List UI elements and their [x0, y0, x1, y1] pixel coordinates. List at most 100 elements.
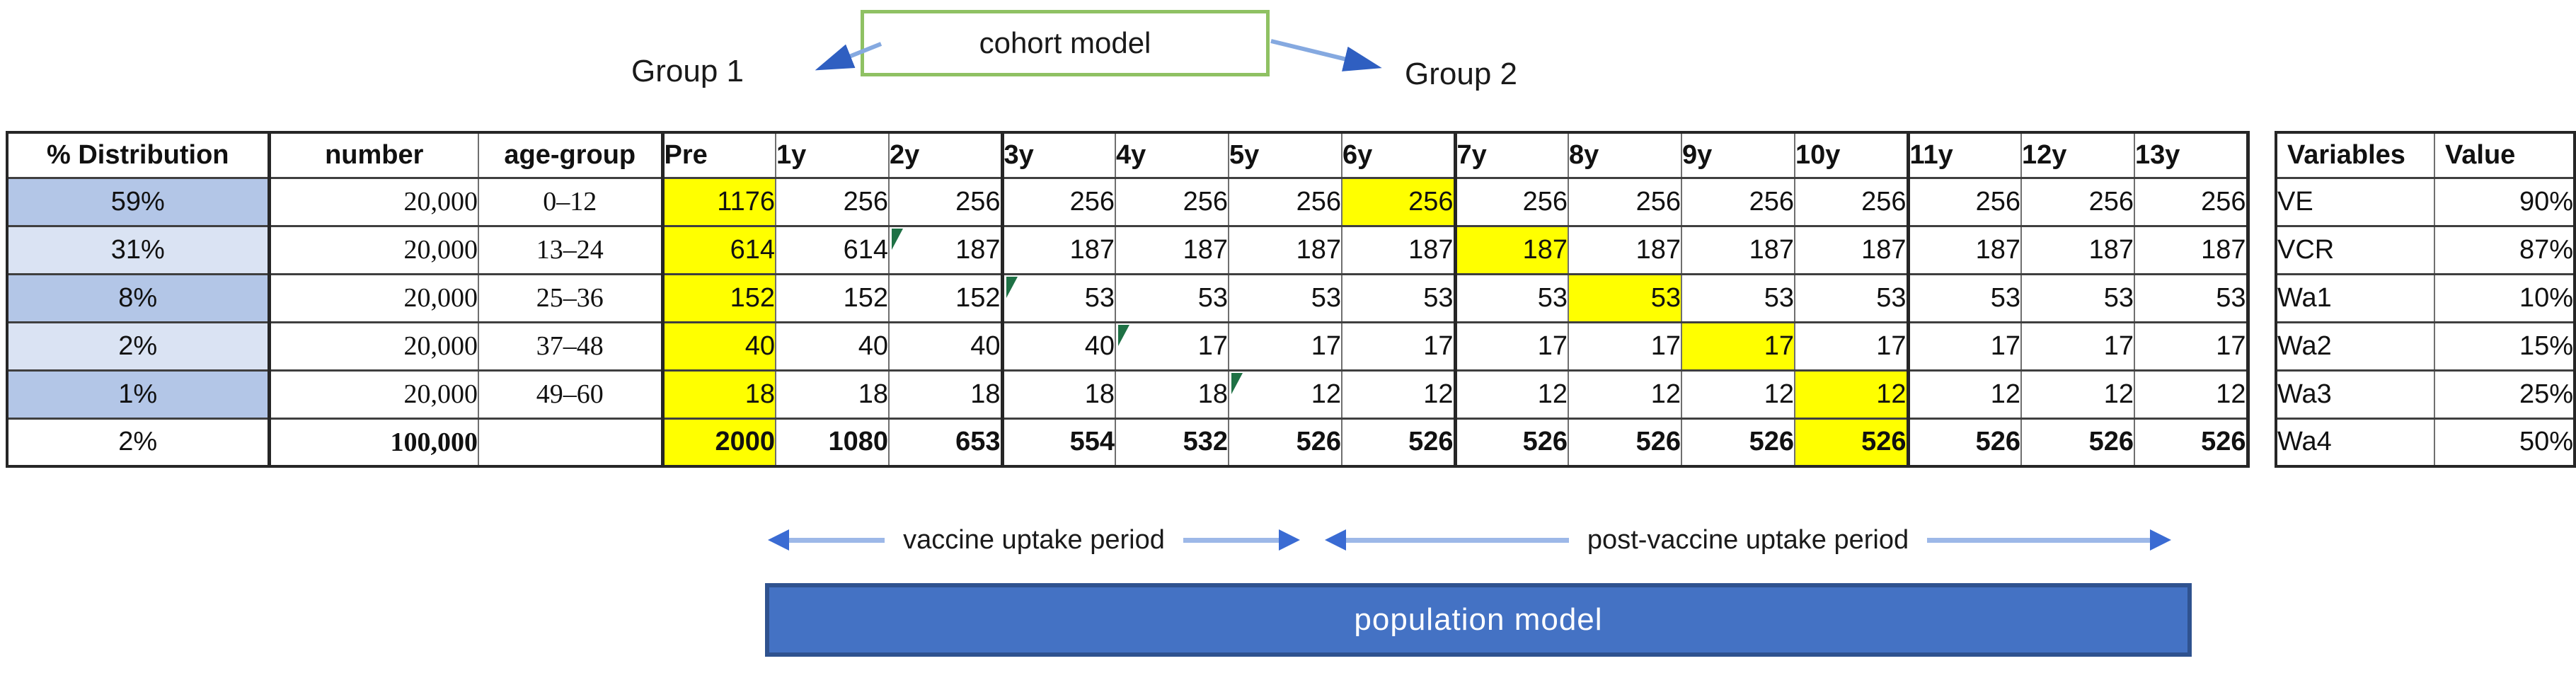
- variable-row: VCR 87%: [2275, 224, 2575, 275]
- population-model-bar: population model: [765, 583, 2192, 657]
- variables-table: Variables Value VE 90% VCR 87% Wa1 10% Wa2 15% Wa…: [2275, 131, 2576, 468]
- cell-value-11y: 526: [1907, 417, 2022, 468]
- cell-value-2y: 152: [888, 272, 1004, 323]
- cell-distribution: 31%: [6, 224, 271, 275]
- cell-value-1y: 1080: [775, 417, 890, 468]
- cell-value-11y: 256: [1907, 176, 2022, 227]
- arrow-right-icon: [2150, 529, 2172, 551]
- variable-row: Wa3 25%: [2275, 369, 2575, 420]
- variable-name: Wa4: [2275, 417, 2435, 468]
- cell-value-5y: 17: [1228, 321, 1342, 372]
- cell-value-2y: 653: [888, 417, 1004, 468]
- variable-value: 10%: [2434, 272, 2575, 323]
- population-model-label: population model: [1354, 602, 1603, 637]
- cell-value-pre: 40: [662, 321, 776, 372]
- cell-value-2y: 18: [888, 369, 1004, 420]
- col-header-pre: Pre: [662, 131, 776, 179]
- cell-value-8y: 256: [1568, 176, 1682, 227]
- cell-number: 20,000: [268, 369, 479, 420]
- cell-value-11y: 187: [1907, 224, 2022, 275]
- cell-distribution: 2%: [6, 321, 271, 372]
- cell-age-group: 13–24: [478, 224, 665, 275]
- cell-value-7y: 17: [1454, 321, 1569, 372]
- cell-value-7y: 256: [1454, 176, 1569, 227]
- cell-value-9y: 12: [1681, 369, 1795, 420]
- cell-value-11y: 17: [1907, 321, 2022, 372]
- cell-value-3y: 53: [1001, 272, 1116, 323]
- cell-value-9y: 187: [1681, 224, 1795, 275]
- cell-value-pre: 18: [662, 369, 776, 420]
- cell-value-12y: 17: [2020, 321, 2135, 372]
- cell-value-7y: 53: [1454, 272, 1569, 323]
- cell-value-1y: 614: [775, 224, 890, 275]
- cell-value-13y: 17: [2134, 321, 2250, 372]
- cell-value-3y: 40: [1001, 321, 1116, 372]
- cell-value-12y: 256: [2020, 176, 2135, 227]
- cell-value-12y: 187: [2020, 224, 2135, 275]
- group-2-label: Group 2: [1405, 57, 1517, 91]
- cell-value-13y: 53: [2134, 272, 2250, 323]
- col-header-11y: 11y: [1907, 131, 2022, 179]
- cell-value-5y: 53: [1228, 272, 1342, 323]
- cell-value-9y: 256: [1681, 176, 1795, 227]
- variable-value: 15%: [2434, 321, 2575, 372]
- cell-value-2y: 187: [888, 224, 1004, 275]
- cell-value-6y: 12: [1341, 369, 1457, 420]
- arrow-line: [1927, 537, 2151, 543]
- cell-value-6y: 256: [1341, 176, 1457, 227]
- cell-value-3y: 256: [1001, 176, 1116, 227]
- cell-value-4y: 17: [1115, 321, 1229, 372]
- cohort-model-label: cohort model: [979, 26, 1151, 59]
- cell-value-10y: 526: [1794, 417, 1910, 468]
- cell-value-1y: 152: [775, 272, 890, 323]
- arrow-to-group2: [1270, 39, 1382, 71]
- col-header-1y: 1y: [775, 131, 890, 179]
- cell-value-1y: 18: [775, 369, 890, 420]
- cohort-table: % Distribution number age-group Pre 1y 2y 3y 4y…: [6, 131, 2250, 468]
- variable-name: VCR: [2275, 224, 2435, 275]
- cell-age-group: 25–36: [478, 272, 665, 323]
- variable-name: Wa1: [2275, 272, 2435, 323]
- cell-value-7y: 526: [1454, 417, 1569, 468]
- variable-row: VE 90%: [2275, 176, 2575, 227]
- col-header-value: Value: [2434, 131, 2575, 179]
- cell-value-3y: 554: [1001, 417, 1116, 468]
- cell-value-4y: 18: [1115, 369, 1229, 420]
- post-vaccine-uptake-period-annotation: post-vaccine uptake period: [1325, 522, 2172, 558]
- cell-distribution: 1%: [6, 369, 271, 420]
- col-header-3y: 3y: [1001, 131, 1116, 179]
- variable-value: 25%: [2434, 369, 2575, 420]
- cell-value-12y: 12: [2020, 369, 2135, 420]
- col-header-8y: 8y: [1568, 131, 1682, 179]
- cell-value-13y: 12: [2134, 369, 2250, 420]
- cell-value-9y: 53: [1681, 272, 1795, 323]
- col-header-9y: 9y: [1681, 131, 1795, 179]
- cell-age-group: 49–60: [478, 369, 665, 420]
- post-vaccine-uptake-period-label: post-vaccine uptake period: [1587, 524, 1909, 555]
- col-header-7y: 7y: [1454, 131, 1569, 179]
- cohort-table-row: 59% 20,000 0–12 1176 256 256 256 256 256 256 256 25…: [6, 176, 2250, 227]
- cell-value-13y: 187: [2134, 224, 2250, 275]
- cell-value-3y: 187: [1001, 224, 1116, 275]
- col-header-4y: 4y: [1115, 131, 1229, 179]
- cohort-table-header-row: % Distribution number age-group Pre 1y 2y 3y 4y…: [6, 131, 2250, 179]
- cell-value-11y: 12: [1907, 369, 2022, 420]
- col-header-12y: 12y: [2020, 131, 2135, 179]
- cell-value-pre: 2000: [662, 417, 776, 468]
- cell-value-5y: 526: [1228, 417, 1342, 468]
- cell-value-4y: 53: [1115, 272, 1229, 323]
- cohort-table-row: 2% 20,000 37–48 40 40 40 40 17 17 17 17 17 17 17 17 17 1…: [6, 321, 2250, 372]
- cell-number: 20,000: [268, 176, 479, 227]
- cell-value-10y: 12: [1794, 369, 1910, 420]
- col-header-age-group: age-group: [478, 131, 665, 179]
- cell-value-9y: 526: [1681, 417, 1795, 468]
- col-header-5y: 5y: [1228, 131, 1342, 179]
- variable-row: Wa1 10%: [2275, 272, 2575, 323]
- cell-value-6y: 526: [1341, 417, 1457, 468]
- col-header-distribution: % Distribution: [6, 131, 271, 179]
- col-header-6y: 6y: [1341, 131, 1457, 179]
- arrow-left-icon: [1325, 529, 1346, 551]
- cohort-table-row: 2% 100,000 2000 1080 653 554 532 526 526 526 526 52…: [6, 417, 2250, 468]
- cohort-table-row: 31% 20,000 13–24 614 614 187 187 187 187 187 187 18…: [6, 224, 2250, 275]
